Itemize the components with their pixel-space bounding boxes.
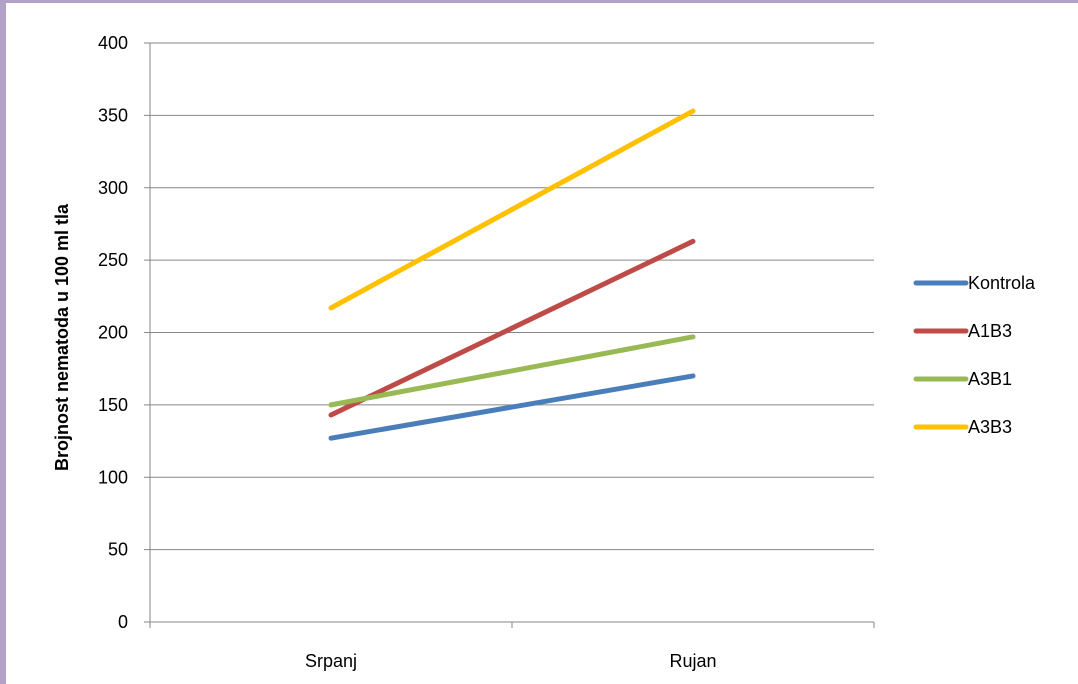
legend-label: Kontrola bbox=[968, 273, 1036, 293]
legend-label: A1B3 bbox=[968, 321, 1012, 341]
legend-label: A3B1 bbox=[968, 369, 1012, 389]
x-tick-label: Srpanj bbox=[305, 651, 357, 671]
x-tick-labels: Srpanj Rujan bbox=[305, 651, 717, 671]
y-tick-labels: 0 50 100 150 200 250 300 350 400 bbox=[98, 33, 128, 632]
y-tick-label: 150 bbox=[98, 395, 128, 415]
y-tick-label: 0 bbox=[118, 612, 128, 632]
series-lines bbox=[328, 108, 696, 441]
y-tick-label: 300 bbox=[98, 178, 128, 198]
series-line-a3b1 bbox=[328, 334, 696, 408]
series-line-kontrola bbox=[328, 373, 696, 441]
y-tick-label: 250 bbox=[98, 250, 128, 270]
gridlines bbox=[150, 42, 874, 551]
y-axis-label: Brojnost nematoda u 100 ml tla bbox=[52, 203, 72, 471]
y-tick-label: 350 bbox=[98, 105, 128, 125]
series-line-a1b3 bbox=[328, 238, 696, 418]
y-tick-label: 400 bbox=[98, 33, 128, 53]
legend: Kontrola A1B3 A3B1 A3B3 bbox=[913, 273, 1036, 437]
y-tick-label: 50 bbox=[108, 540, 128, 560]
axes bbox=[144, 42, 875, 628]
series-line-a3b3 bbox=[328, 108, 696, 311]
legend-label: A3B3 bbox=[968, 417, 1012, 437]
y-tick-label: 100 bbox=[98, 467, 128, 487]
x-tick-label: Rujan bbox=[669, 651, 716, 671]
y-tick-label: 200 bbox=[98, 323, 128, 343]
